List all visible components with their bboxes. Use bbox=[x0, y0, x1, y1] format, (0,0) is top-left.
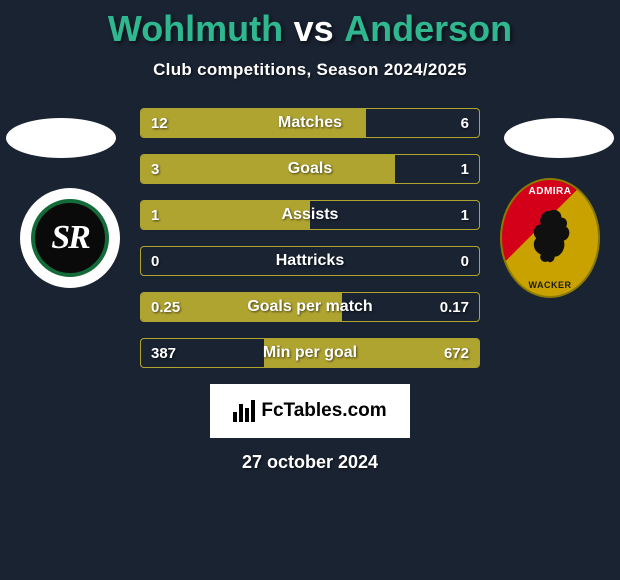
stat-label: Matches bbox=[141, 114, 479, 132]
branding-logo-icon bbox=[233, 400, 255, 422]
stat-label: Goals bbox=[141, 160, 479, 178]
page-title: Wohlmuth vs Anderson bbox=[0, 0, 620, 50]
stat-value-right: 672 bbox=[444, 345, 469, 362]
date-label: 27 october 2024 bbox=[0, 452, 620, 473]
player2-photo-placeholder bbox=[504, 118, 614, 158]
player1-photo-placeholder bbox=[6, 118, 116, 158]
stat-row: 0Hattricks0 bbox=[140, 246, 480, 276]
player1-name: Wohlmuth bbox=[108, 8, 283, 49]
stat-value-right: 1 bbox=[461, 207, 469, 224]
player2-name: Anderson bbox=[344, 8, 512, 49]
stat-label: Hattricks bbox=[141, 252, 479, 270]
stat-row: 3Goals1 bbox=[140, 154, 480, 184]
stat-value-right: 0.17 bbox=[440, 299, 469, 316]
team2-badge-bottom-text: WACKER bbox=[502, 280, 598, 290]
stat-label: Assists bbox=[141, 206, 479, 224]
stat-label: Goals per match bbox=[141, 298, 479, 316]
team1-badge-inner: SR bbox=[31, 199, 109, 277]
team2-badge-top-text: ADMIRA bbox=[502, 186, 598, 197]
vs-separator: vs bbox=[294, 8, 334, 49]
stat-value-right: 6 bbox=[461, 115, 469, 132]
stat-value-right: 1 bbox=[461, 161, 469, 178]
stat-row: 387Min per goal672 bbox=[140, 338, 480, 368]
stats-column: 12Matches63Goals11Assists10Hattricks00.2… bbox=[140, 108, 480, 368]
branding-banner[interactable]: FcTables.com bbox=[210, 384, 410, 438]
comparison-area: SR ADMIRA WACKER 12Matches63Goals11Assis… bbox=[0, 108, 620, 473]
team2-badge: ADMIRA WACKER bbox=[500, 178, 600, 298]
team1-badge-text: SR bbox=[51, 219, 89, 257]
stat-row: 12Matches6 bbox=[140, 108, 480, 138]
team1-badge: SR bbox=[20, 188, 120, 288]
subtitle: Club competitions, Season 2024/2025 bbox=[0, 60, 620, 80]
branding-text: FcTables.com bbox=[261, 400, 386, 422]
stat-value-right: 0 bbox=[461, 253, 469, 270]
stat-label: Min per goal bbox=[141, 344, 479, 362]
stat-row: 0.25Goals per match0.17 bbox=[140, 292, 480, 322]
stat-row: 1Assists1 bbox=[140, 200, 480, 230]
griffin-icon bbox=[527, 206, 573, 266]
